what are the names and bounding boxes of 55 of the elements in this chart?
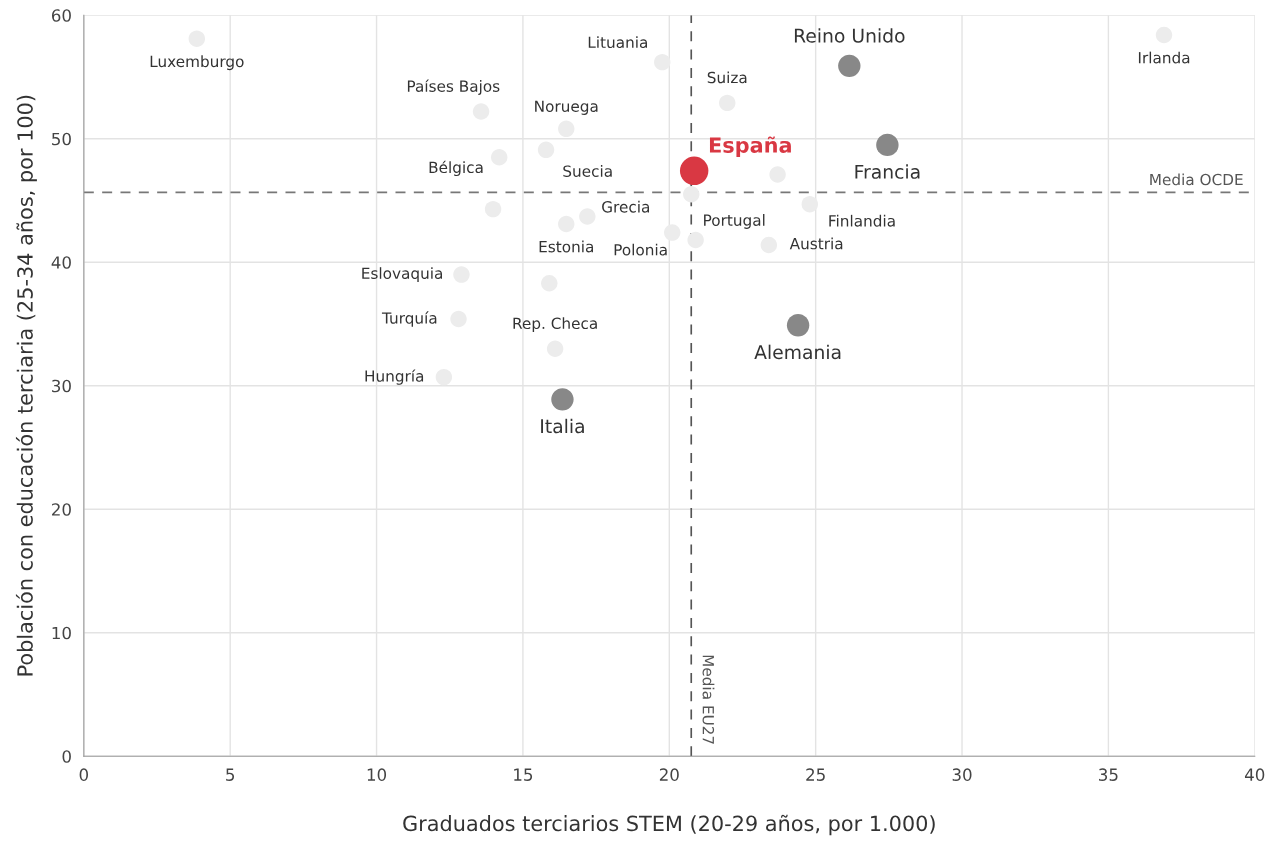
point <box>558 120 575 138</box>
y-tick-label: 10 <box>52 626 71 640</box>
y-tick-label: 30 <box>52 379 71 393</box>
x-tick-label: 10 <box>367 768 387 781</box>
point <box>838 54 861 78</box>
y-tick-label: 40 <box>51 256 71 269</box>
annotation: Suiza <box>707 71 747 84</box>
annotation: Rep. Checa <box>513 317 597 333</box>
y-tick-label: 20 <box>52 503 71 516</box>
annotation: Suecia <box>563 165 612 177</box>
annotation: Italia <box>541 418 584 434</box>
x-tick-label: 20 <box>659 768 679 781</box>
point <box>679 156 709 186</box>
annotation: Turquía <box>381 311 437 327</box>
x-tick-label: 40 <box>1244 768 1265 781</box>
point <box>876 133 899 157</box>
annotation: Reino Unido <box>794 28 905 43</box>
annotation: Austria <box>789 237 843 250</box>
x-tick-label: 35 <box>1099 768 1118 781</box>
x-axis-title: Graduados terciarios STEM (20-29 años, por 1.000) <box>403 814 935 836</box>
annotation: Luxemburgo <box>150 55 244 71</box>
point <box>786 314 810 337</box>
annotation: Bélgica <box>429 160 483 177</box>
annotation: Países Bajos <box>407 79 500 95</box>
point <box>654 53 671 71</box>
point <box>664 224 681 241</box>
annotation: Estonia <box>539 240 593 253</box>
x-tick-label: 5 <box>226 768 235 781</box>
annotation: Polonia <box>614 243 667 256</box>
y-axis-title: Población con educación terciaria (25-34 años, por 100) <box>15 95 37 676</box>
y-tick-label: 50 <box>52 132 71 146</box>
x-tick-label: 0 <box>79 768 89 781</box>
ref-line-label: Media EU27 <box>702 655 715 744</box>
annotation: Portugal <box>704 214 765 229</box>
point <box>801 195 819 213</box>
annotation: Alemania <box>754 344 841 360</box>
point <box>435 368 453 386</box>
point <box>551 388 574 411</box>
annotation: España <box>709 136 791 157</box>
point <box>683 186 700 203</box>
annotation: Lituania <box>588 36 647 49</box>
x-tick-label: 25 <box>806 768 825 781</box>
y-tick-label: 0 <box>62 750 71 763</box>
annotation: Francia <box>855 164 920 179</box>
annotation: Irlanda <box>1138 51 1190 64</box>
ref-line-label: Media OCDE <box>1150 173 1243 186</box>
x-tick-label: 30 <box>952 768 972 781</box>
point <box>687 231 704 249</box>
y-tick-label: 60 <box>51 9 71 22</box>
x-tick-label: 15 <box>514 768 533 781</box>
annotation: Noruega <box>535 100 598 115</box>
annotation: Finlandia <box>829 214 895 227</box>
annotation: Hungría <box>365 369 424 385</box>
annotation: Grecia <box>602 200 650 213</box>
annotation: Eslovaquia <box>362 267 442 282</box>
